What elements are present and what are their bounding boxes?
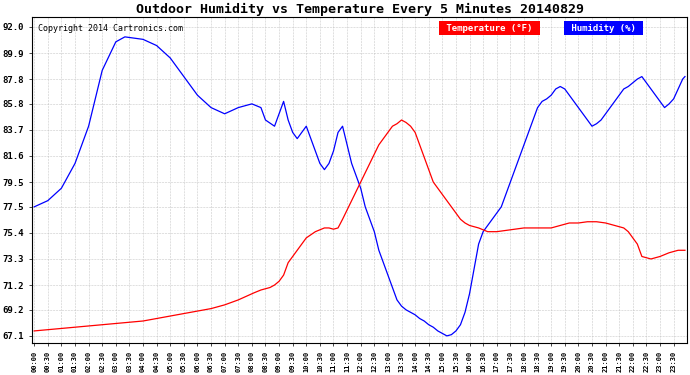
Text: Humidity (%): Humidity (%) [566, 24, 641, 33]
Text: Copyright 2014 Cartronics.com: Copyright 2014 Cartronics.com [39, 24, 184, 33]
Text: Temperature (°F): Temperature (°F) [442, 24, 538, 33]
Title: Outdoor Humidity vs Temperature Every 5 Minutes 20140829: Outdoor Humidity vs Temperature Every 5 … [135, 3, 584, 16]
